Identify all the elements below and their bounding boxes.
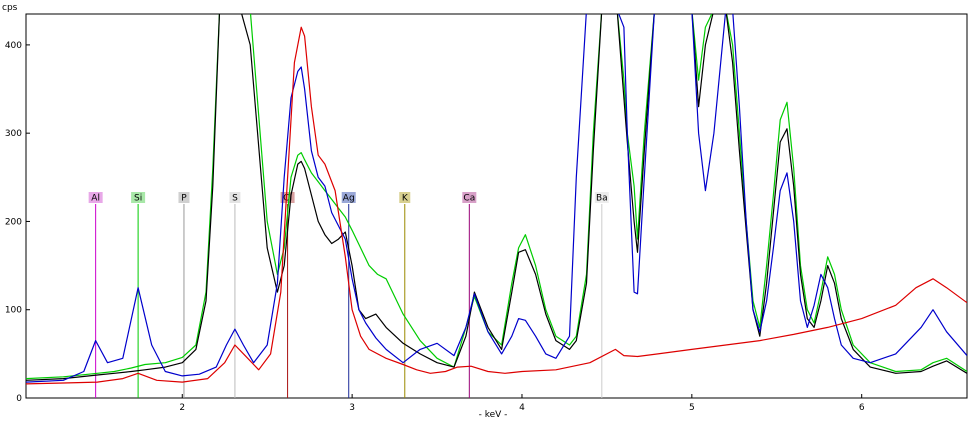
spectrum-series-line [26,26,967,385]
element-marker-box [341,192,356,203]
element-marker-label: S [232,194,238,204]
x-tick-label: 6 [859,403,865,413]
element-marker-box [178,192,190,203]
x-axis-label: - keV - [479,410,508,420]
x-tick-label: 3 [349,403,355,413]
element-marker-box [462,192,477,203]
spectrum-series-line [26,14,967,383]
element-marker-box [229,192,241,203]
element-marker-label: Al [91,194,100,204]
element-marker-label: Ca [463,194,475,204]
plot-frame [25,13,968,399]
element-marker-label: Cl [283,194,292,204]
element-marker-box [131,192,146,203]
spectrum-series-line [26,14,967,381]
y-tick-label: 100 [5,306,22,316]
x-tick-label: 4 [519,403,525,413]
y-tick-label: 0 [16,394,22,404]
x-tick-label: 2 [179,403,185,413]
element-marker-label: K [402,194,409,204]
y-tick-label: 200 [5,217,22,227]
element-marker-label: Si [134,194,142,204]
element-marker-label: P [181,194,187,204]
y-tick-label: 400 [5,41,22,51]
element-marker-box [399,192,411,203]
element-marker-box [594,192,609,203]
element-marker-label: Ba [596,194,608,204]
y-tick-label: 300 [5,129,22,139]
element-marker-box [88,192,103,203]
element-marker-box [280,192,295,203]
x-tick-label: 5 [689,403,695,413]
y-axis-label: cps [2,3,18,13]
element-marker-label: Ag [343,194,355,204]
